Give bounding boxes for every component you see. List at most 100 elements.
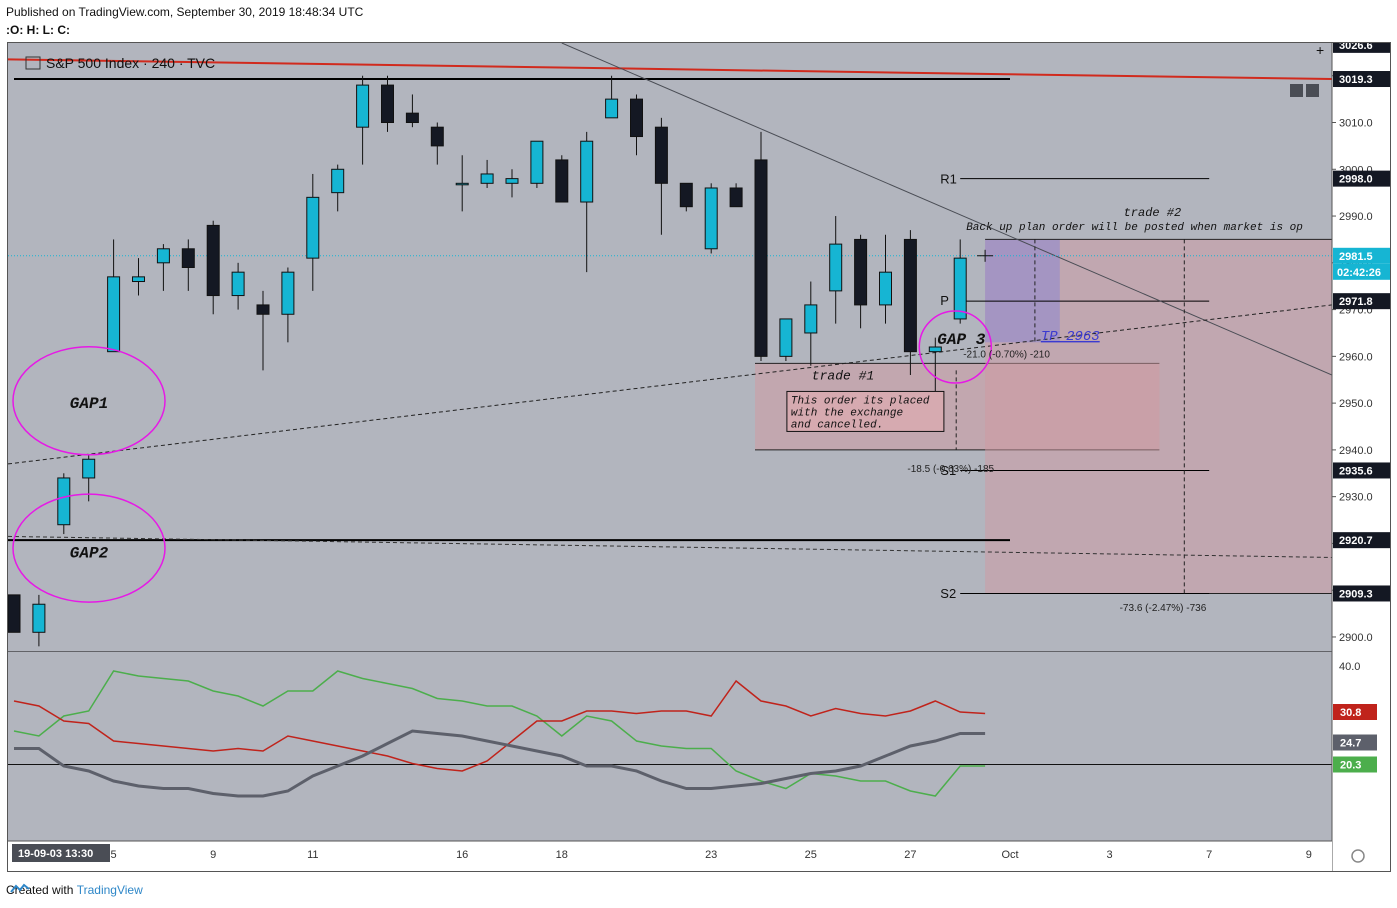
candle-body: [306, 196, 320, 259]
gap2-label: GAP2: [70, 544, 109, 562]
candle: [181, 239, 195, 291]
candle: [854, 234, 868, 329]
time-axis: [8, 841, 1332, 871]
candle-body: [132, 276, 145, 283]
adx-y-tick-label: 40.0: [1339, 661, 1360, 673]
x-tick-label: 5: [111, 849, 117, 861]
adx-value-label: 30.8: [1340, 707, 1361, 719]
adx-value-label: 24.7: [1340, 738, 1361, 750]
adx-line: [14, 729, 986, 798]
trade1-note-line2: with the exchange: [791, 407, 903, 419]
target-zone: [985, 239, 1060, 343]
candle-body: [32, 603, 46, 633]
x-tick-label: 16: [456, 849, 468, 861]
symbol-legend[interactable]: S&P 500 Index · 240 · TVC: [25, 55, 215, 71]
countdown-label: 02:42:26: [1337, 267, 1381, 279]
price-label: 2981.5: [1339, 251, 1373, 263]
candle-body: [505, 178, 519, 184]
settings-gear-icon[interactable]: [1351, 849, 1365, 863]
candle: [455, 155, 469, 212]
price-label: 3026.6: [1339, 43, 1373, 52]
candle: [156, 244, 170, 291]
candle: [903, 230, 917, 376]
x-tick-label: 18: [556, 849, 568, 861]
candle-body: [605, 98, 619, 119]
candle: [381, 75, 394, 132]
price-label-box: [1333, 293, 1390, 310]
candle: [779, 318, 793, 362]
x-cursor-box: [12, 844, 110, 862]
gap1-circle: [12, 346, 166, 456]
candle-body: [630, 98, 643, 138]
candle-body: [555, 159, 569, 203]
y-tick-label: 2900.0: [1339, 632, 1373, 644]
candle: [331, 164, 345, 212]
price-label-box: [1333, 170, 1390, 187]
adx-value-box: [1333, 756, 1377, 773]
ohlc-readout: :O: H: L: C:: [6, 23, 70, 37]
candle: [580, 131, 594, 273]
gap3-circle: [918, 310, 993, 384]
candle: [281, 267, 295, 343]
x-cursor-label: 19-09-03 13:30: [18, 848, 93, 860]
chart-type-icon[interactable]: [25, 56, 41, 70]
candle: [132, 258, 145, 296]
candle-body: [654, 126, 668, 184]
candle-body: [430, 126, 444, 147]
collapse-arrow-icon[interactable]: [1290, 84, 1303, 97]
candle-body: [804, 304, 818, 334]
candle: [530, 140, 544, 188]
trade2-note: Back up plan order will be posted when m…: [966, 222, 1303, 234]
descending-trendline: [561, 43, 1332, 376]
price-label: 2998.0: [1339, 174, 1373, 186]
red-trendline: [8, 58, 1332, 81]
candle-body: [580, 140, 594, 203]
candle: [630, 94, 643, 156]
trade1-note-line3: and cancelled.: [791, 419, 883, 431]
gap2-circle: [12, 493, 166, 603]
candle-body: [381, 84, 394, 124]
price-label: 2909.3: [1339, 588, 1373, 600]
y-tick-label: 2930.0: [1339, 492, 1373, 504]
chart-canvas[interactable]: GAP1 GAP2 GAP 3 R1 P S1 S2 trade #2 Back up plan…: [8, 43, 1390, 871]
y-tick-label: 2940.0: [1339, 445, 1373, 457]
rising-dashed-trendline: [8, 304, 1332, 465]
trade1-note-line1: This order its placed: [791, 395, 930, 407]
candle: [953, 239, 967, 324]
candle: [405, 94, 419, 128]
candle: [107, 239, 121, 353]
scroll-arrows-icon[interactable]: [1306, 84, 1319, 97]
lower-dashed-trendline: [8, 535, 1332, 558]
candle-body: [156, 248, 170, 264]
candle-body: [8, 594, 21, 633]
candle: [57, 473, 71, 535]
price-label-box: [1333, 532, 1390, 549]
candle-body: [107, 276, 121, 353]
r1-label: R1: [940, 171, 957, 186]
x-tick-label: 11: [307, 849, 318, 861]
candle: [480, 159, 494, 188]
candle: [704, 183, 718, 254]
candle: [829, 216, 843, 324]
add-icon[interactable]: +: [1316, 43, 1324, 58]
candle-body: [928, 346, 942, 353]
candle-body: [530, 140, 544, 184]
s1-label: S1: [940, 463, 956, 478]
x-tick-label: 23: [705, 849, 717, 861]
plus-di-line: [13, 670, 986, 797]
adx-value-label: 20.3: [1340, 760, 1361, 772]
countdown-box: [1333, 263, 1390, 280]
candle-body: [829, 243, 843, 292]
candle: [505, 169, 519, 198]
trade1-title: trade #1: [812, 369, 874, 384]
candle-body: [231, 271, 245, 297]
gap1-label: GAP1: [70, 395, 108, 413]
trade1-note-box: [786, 390, 945, 432]
candle: [654, 117, 668, 235]
price-label: 2935.6: [1339, 465, 1373, 477]
adx-value-box: [1333, 704, 1377, 720]
candle-body: [256, 304, 270, 315]
candle: [555, 155, 569, 203]
candle: [356, 75, 370, 165]
tradingview-logo-icon: [10, 883, 30, 893]
